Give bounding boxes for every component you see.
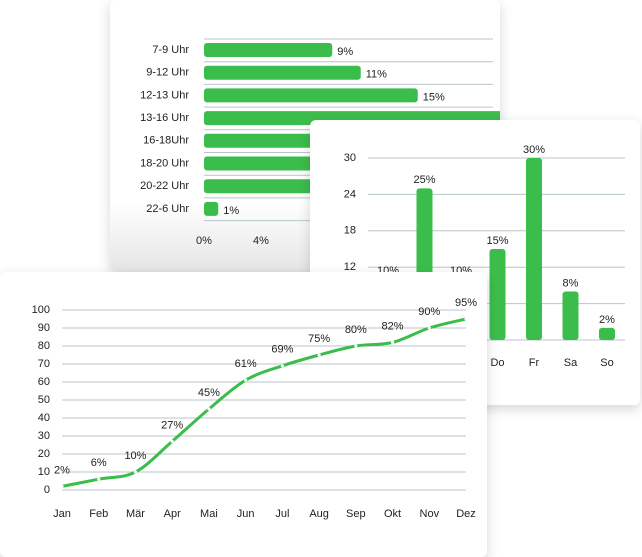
value-label: 9% bbox=[337, 46, 353, 58]
value-label: 2% bbox=[54, 464, 70, 476]
value-label: 8% bbox=[563, 277, 579, 289]
line-point bbox=[170, 439, 174, 443]
value-label: 82% bbox=[382, 320, 404, 332]
x-tick-label: Sa bbox=[564, 357, 578, 369]
x-tick-label: Dez bbox=[456, 508, 476, 520]
y-tick-label: 60 bbox=[38, 376, 50, 388]
category-label: 9-12 Uhr bbox=[146, 67, 189, 79]
x-tick-label: 4% bbox=[253, 235, 269, 247]
line-point bbox=[207, 407, 211, 411]
value-label: 30% bbox=[523, 144, 545, 156]
y-tick-label: 20 bbox=[38, 448, 50, 460]
x-tick-label: Nov bbox=[420, 508, 440, 520]
value-label: 25% bbox=[413, 174, 435, 186]
bar bbox=[562, 291, 579, 340]
x-tick-label: Mai bbox=[200, 508, 218, 520]
y-tick-label: 70 bbox=[38, 358, 50, 370]
x-tick-label: Aug bbox=[309, 508, 329, 520]
bar bbox=[489, 249, 506, 340]
category-label: 12-13 Uhr bbox=[140, 89, 189, 101]
y-tick-label: 0 bbox=[44, 484, 50, 496]
x-tick-label: Apr bbox=[164, 508, 181, 520]
line-point bbox=[97, 477, 101, 481]
y-tick-label: 80 bbox=[38, 340, 50, 352]
y-tick-label: 30 bbox=[344, 152, 356, 164]
bar bbox=[526, 158, 542, 340]
x-tick-label: Sep bbox=[346, 508, 366, 520]
bar bbox=[204, 65, 361, 80]
value-label: 69% bbox=[271, 344, 293, 356]
line-point bbox=[133, 470, 138, 474]
y-tick-label: 12 bbox=[344, 261, 356, 273]
value-label: 1% bbox=[223, 205, 239, 217]
y-tick-label: 90 bbox=[38, 322, 50, 334]
bar bbox=[204, 179, 318, 194]
x-tick-label: Jan bbox=[53, 508, 71, 520]
x-tick-label: Feb bbox=[89, 508, 108, 520]
y-tick-label: 18 bbox=[344, 225, 356, 237]
value-label: 90% bbox=[418, 306, 440, 318]
line-point bbox=[280, 364, 284, 368]
category-label: 18-20 Uhr bbox=[140, 157, 189, 169]
value-label: 45% bbox=[198, 387, 220, 399]
value-label: 11% bbox=[366, 69, 387, 81]
value-label: 80% bbox=[345, 324, 367, 336]
line-point bbox=[244, 378, 248, 382]
line-series bbox=[60, 317, 468, 488]
value-label: 2% bbox=[599, 314, 615, 326]
bar bbox=[204, 201, 219, 216]
x-tick-label: Okt bbox=[384, 508, 401, 520]
category-label: 7-9 Uhr bbox=[152, 44, 189, 56]
x-tick-label: Jul bbox=[275, 508, 289, 520]
line-point bbox=[317, 353, 321, 357]
category-label: 22-6 Uhr bbox=[146, 203, 189, 215]
value-label: 75% bbox=[308, 333, 330, 345]
line-point bbox=[427, 326, 431, 330]
x-tick-label: Jun bbox=[237, 508, 255, 520]
x-tick-label: So bbox=[600, 357, 613, 369]
category-label: 13-16 Uhr bbox=[140, 112, 189, 124]
card-background bbox=[0, 272, 487, 557]
bar bbox=[204, 88, 418, 103]
line-point bbox=[464, 317, 468, 321]
x-tick-label: Fr bbox=[529, 357, 540, 369]
card-content: 0 10 20 30 40 50 60 70 80 90 100 Jan Feb Mär Apr Mai Jun… bbox=[32, 297, 478, 520]
value-label: 10% bbox=[124, 450, 146, 462]
bar bbox=[599, 327, 615, 340]
y-tick-label: 10 bbox=[38, 466, 50, 478]
bar bbox=[204, 43, 333, 57]
x-tick-label: Mär bbox=[126, 508, 145, 520]
value-label: 27% bbox=[161, 419, 183, 431]
y-tick-label: 40 bbox=[38, 412, 50, 424]
category-label: 16-18Uhr bbox=[143, 135, 189, 147]
line-point bbox=[60, 484, 64, 488]
bar bbox=[204, 111, 500, 126]
line-point bbox=[390, 340, 395, 344]
value-label: 6% bbox=[91, 457, 107, 469]
value-label: 15% bbox=[486, 235, 508, 247]
value-label: 95% bbox=[455, 297, 477, 309]
y-tick-label: 50 bbox=[38, 394, 50, 406]
y-tick-label: 24 bbox=[344, 188, 356, 200]
x-tick-label: Do bbox=[490, 357, 504, 369]
value-label: 61% bbox=[235, 358, 257, 370]
value-label: 15% bbox=[423, 91, 445, 103]
y-tick-label: 100 bbox=[32, 304, 50, 316]
x-tick-label: 0% bbox=[196, 235, 212, 247]
chart-card: 0 10 20 30 40 50 60 70 80 90 100 Jan Feb Mär Apr Mai Jun… bbox=[0, 272, 487, 557]
y-tick-label: 30 bbox=[38, 430, 50, 442]
category-label: 20-22 Uhr bbox=[140, 180, 189, 192]
line-point bbox=[354, 344, 358, 348]
